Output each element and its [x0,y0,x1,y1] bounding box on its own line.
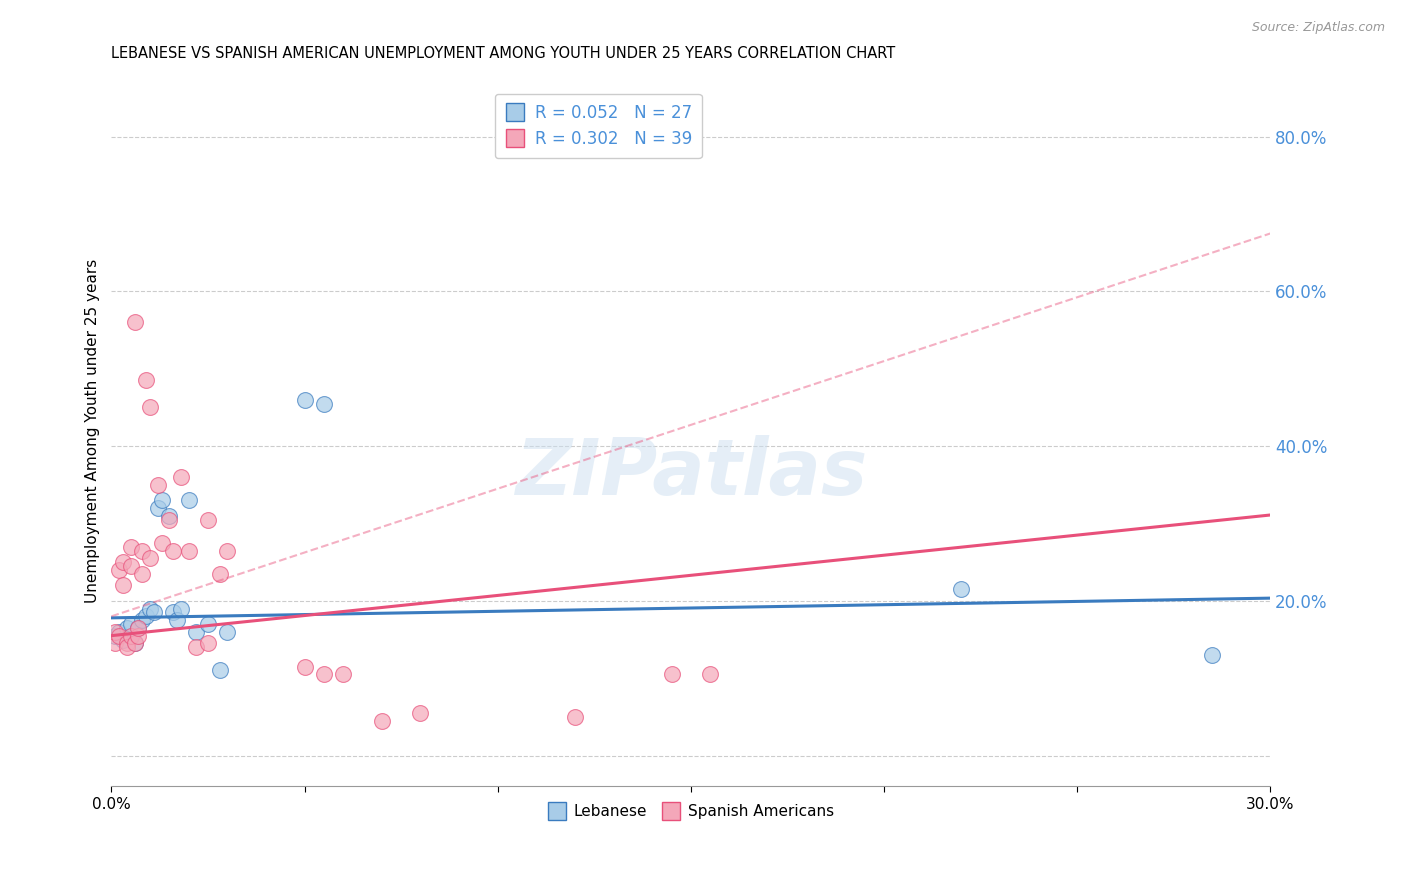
Point [177,543,200,558]
Point [124,636,146,650]
Point [312,396,335,410]
Point [131,613,153,627]
Point [139,551,162,566]
Point [150,493,173,508]
Point [332,667,354,681]
Point [104,624,127,639]
Point [127,629,149,643]
Y-axis label: Unemployment Among Youth under 25 years: Unemployment Among Youth under 25 years [86,259,100,603]
Point [371,714,394,728]
Point [294,659,316,673]
Point [104,636,127,650]
Point [699,667,721,681]
Point [197,617,219,632]
Point [166,613,188,627]
Point [104,629,127,643]
Point [135,373,157,387]
Point [217,543,239,558]
Point [139,601,162,615]
Point [124,636,146,650]
Point [294,392,316,407]
Point [111,632,134,647]
Point [146,478,169,492]
Point [139,401,162,415]
Point [409,706,432,720]
Legend: Lebanese, Spanish Americans: Lebanese, Spanish Americans [541,797,841,825]
Point [208,566,231,581]
Point [120,617,142,632]
Point [142,606,165,620]
Point [157,513,180,527]
Point [127,621,149,635]
Point [120,559,142,574]
Point [127,621,149,635]
Point [131,543,153,558]
Point [124,315,146,329]
Point [131,566,153,581]
Point [150,536,173,550]
Text: Source: ZipAtlas.com: Source: ZipAtlas.com [1251,21,1385,34]
Point [186,624,208,639]
Point [661,667,683,681]
Point [312,667,335,681]
Point [217,624,239,639]
Point [146,501,169,516]
Point [1201,648,1223,662]
Point [177,493,200,508]
Point [120,629,142,643]
Point [108,624,131,639]
Point [111,578,134,592]
Text: ZIPatlas: ZIPatlas [515,435,868,511]
Point [115,621,138,635]
Point [115,640,138,655]
Point [170,470,193,484]
Point [162,543,184,558]
Point [120,540,142,554]
Point [120,629,142,643]
Point [135,609,157,624]
Point [115,636,138,650]
Point [170,601,193,615]
Point [950,582,973,597]
Point [162,606,184,620]
Point [197,636,219,650]
Point [186,640,208,655]
Point [111,555,134,569]
Point [564,710,586,724]
Point [157,508,180,523]
Point [108,563,131,577]
Text: LEBANESE VS SPANISH AMERICAN UNEMPLOYMENT AMONG YOUTH UNDER 25 YEARS CORRELATION: LEBANESE VS SPANISH AMERICAN UNEMPLOYMEN… [111,46,896,62]
Point [197,513,219,527]
Point [108,629,131,643]
Point [208,664,231,678]
